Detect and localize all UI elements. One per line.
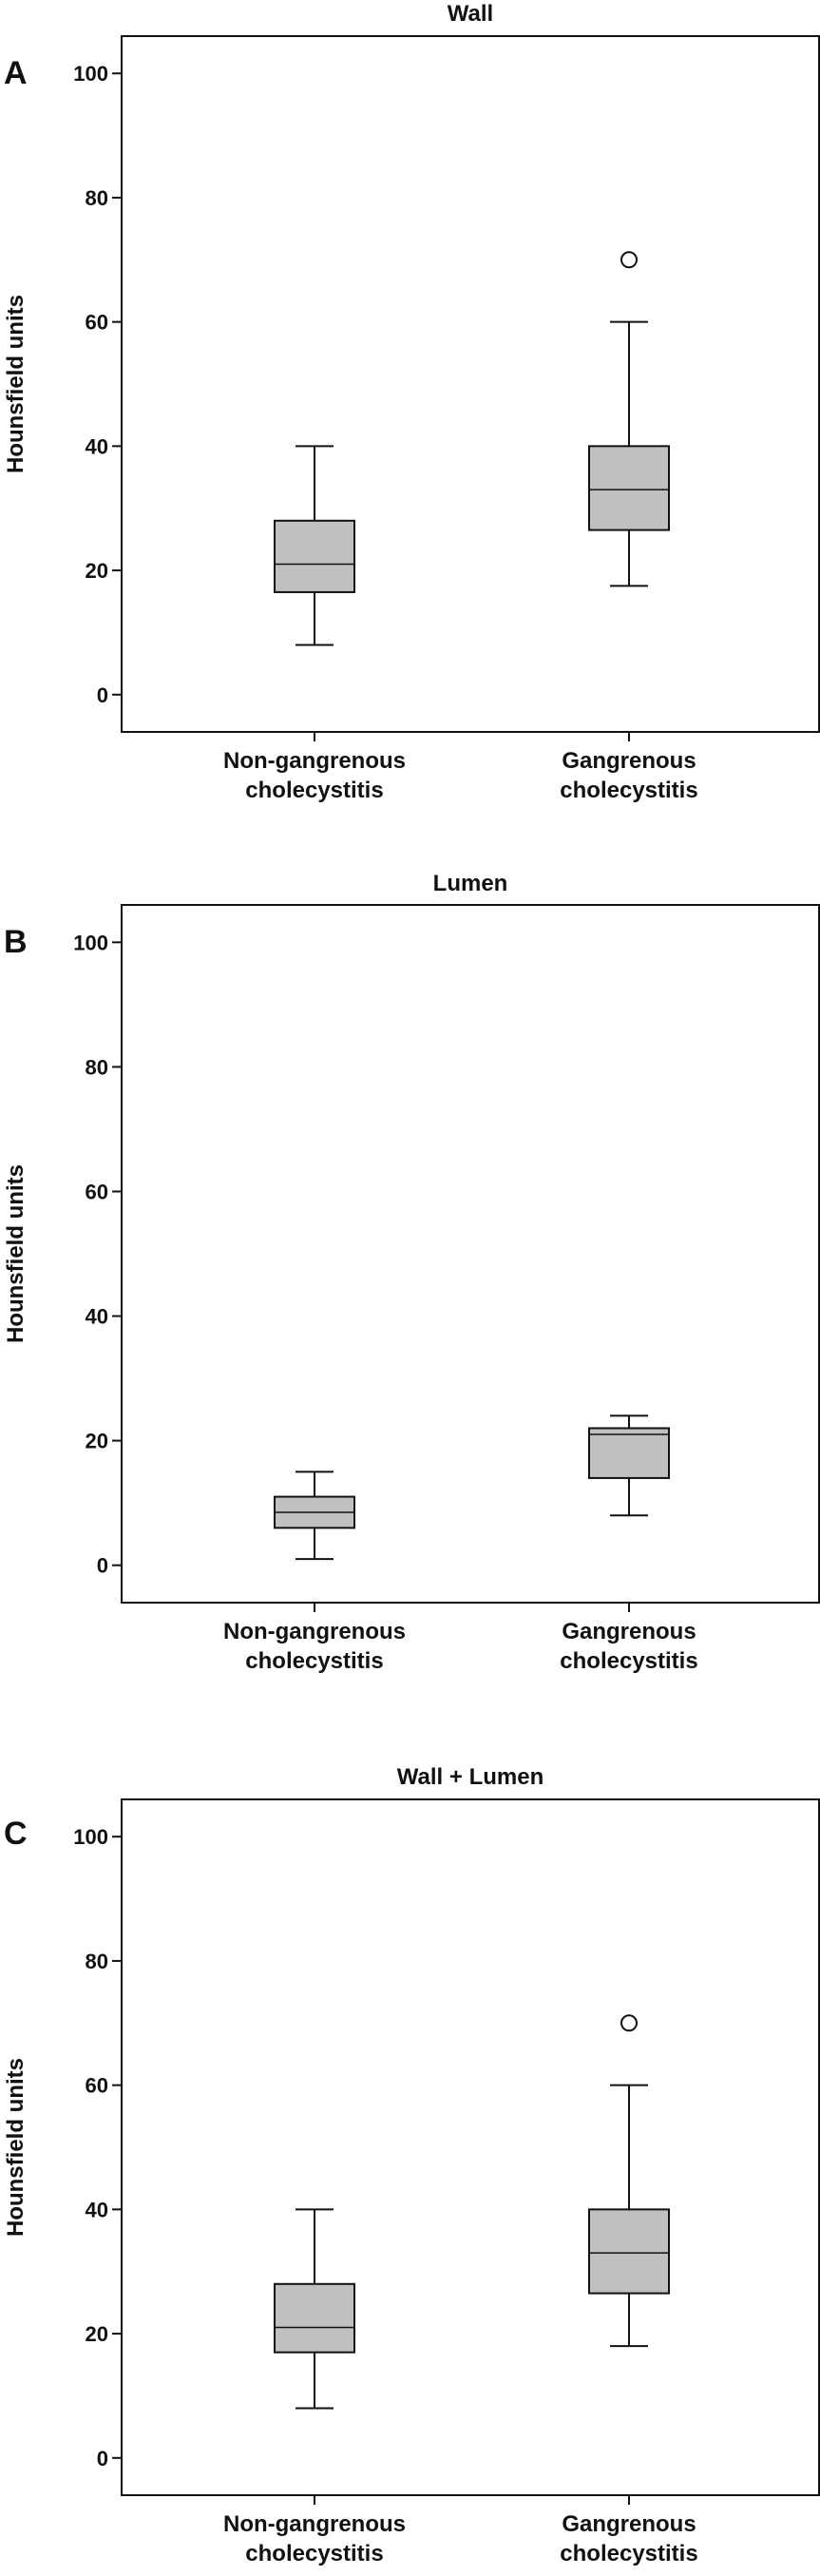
y-tick-label: 0 xyxy=(97,2447,108,2470)
x-category-label: Non-gangrenous xyxy=(223,1619,406,1644)
y-tick-label: 20 xyxy=(86,2322,108,2346)
panel-title: Wall + Lumen xyxy=(397,1764,543,1790)
x-category-label: cholecystitis xyxy=(560,778,697,803)
plot-frame xyxy=(121,35,820,733)
box-iqr xyxy=(588,2208,670,2295)
x-category-label: Gangrenous xyxy=(562,748,696,774)
y-tick-label: 100 xyxy=(73,62,108,86)
panel-letter: B xyxy=(4,924,28,960)
y-tick-label: 80 xyxy=(86,1055,108,1079)
box-iqr xyxy=(274,519,355,593)
y-tick-label: 0 xyxy=(97,1554,108,1578)
y-axis-label: Hounsfield units xyxy=(3,295,29,473)
outlier-point xyxy=(620,2014,638,2032)
y-tick-label: 80 xyxy=(86,186,108,210)
y-tick-label: 80 xyxy=(86,1950,108,1973)
y-tick-label: 100 xyxy=(73,931,108,954)
x-category-label: cholecystitis xyxy=(560,2541,697,2566)
box-iqr xyxy=(588,1427,670,1479)
x-category-label: Gangrenous xyxy=(562,1619,696,1644)
y-tick-label: 40 xyxy=(86,434,108,458)
plot-frame xyxy=(121,904,820,1604)
y-tick-label: 40 xyxy=(86,2198,108,2221)
box-iqr xyxy=(274,2282,355,2354)
y-tick-label: 20 xyxy=(86,559,108,583)
y-tick-label: 60 xyxy=(86,311,108,335)
x-category-label: cholecystitis xyxy=(245,778,383,803)
panel-letter: C xyxy=(4,1816,28,1852)
y-tick-label: 100 xyxy=(73,1825,108,1849)
x-category-label: cholecystitis xyxy=(245,1648,383,1674)
y-tick-label: 20 xyxy=(86,1430,108,1453)
y-tick-label: 0 xyxy=(97,683,108,707)
box-iqr xyxy=(588,445,670,531)
y-tick-label: 60 xyxy=(86,1180,108,1203)
x-category-label: Non-gangrenous xyxy=(223,2511,406,2537)
plot-frame xyxy=(121,1798,820,2496)
x-category-label: Non-gangrenous xyxy=(223,748,406,774)
panel-title: Wall xyxy=(448,1,493,27)
y-axis-label: Hounsfield units xyxy=(3,2058,29,2237)
y-tick-label: 60 xyxy=(86,2074,108,2098)
panel-title: Lumen xyxy=(433,871,508,896)
x-category-label: cholecystitis xyxy=(245,2541,383,2566)
x-category-label: cholecystitis xyxy=(560,1648,697,1674)
x-category-label: Gangrenous xyxy=(562,2511,696,2537)
panel-letter: A xyxy=(4,55,28,91)
y-axis-label: Hounsfield units xyxy=(3,1164,29,1343)
outlier-point xyxy=(620,251,638,269)
y-tick-label: 40 xyxy=(86,1305,108,1329)
